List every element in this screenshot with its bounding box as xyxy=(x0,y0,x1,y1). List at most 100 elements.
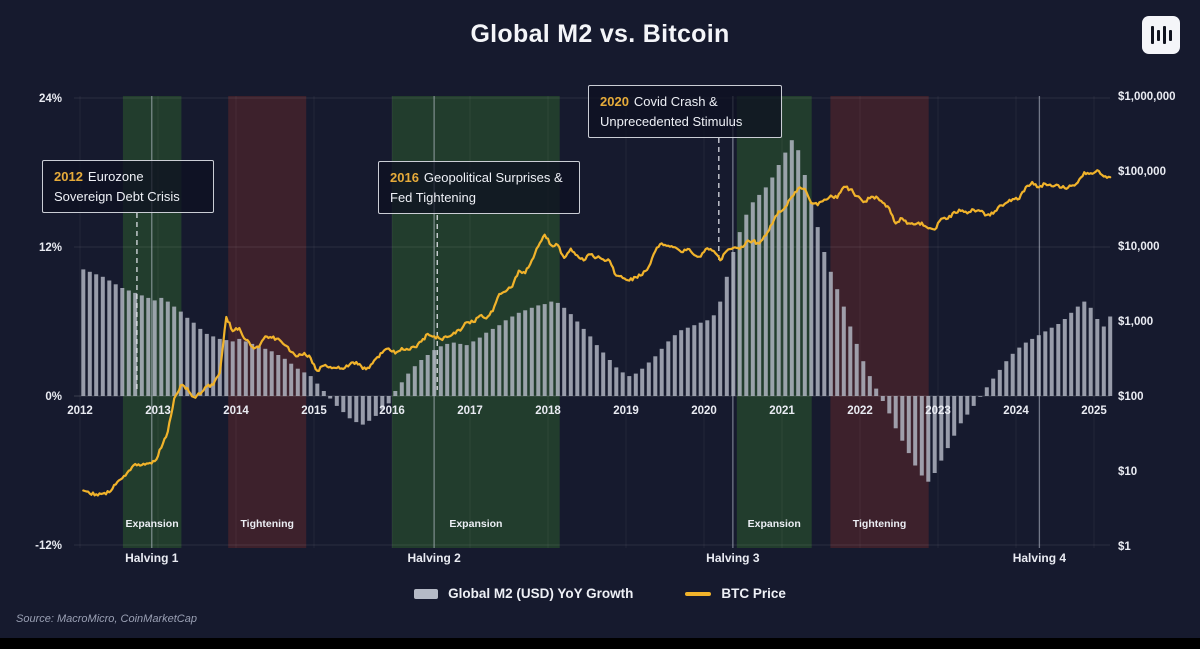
m2-bar xyxy=(620,372,625,396)
left-axis-tick: 0% xyxy=(45,391,62,403)
m2-bar xyxy=(263,348,268,396)
m2-bar xyxy=(874,388,879,396)
m2-bar xyxy=(770,177,775,396)
m2-bar xyxy=(1043,331,1048,396)
m2-bar xyxy=(256,346,261,396)
chart-legend: Global M2 (USD) YoY Growth BTC Price xyxy=(0,586,1200,601)
m2-bar xyxy=(152,300,157,396)
btc-line-swatch xyxy=(685,591,712,596)
x-axis-tick: 2017 xyxy=(457,405,483,417)
m2-bar xyxy=(900,396,905,441)
m2-bar xyxy=(386,396,391,404)
m2-bar xyxy=(113,284,118,397)
m2-bar xyxy=(191,322,196,396)
m2-bar xyxy=(867,376,872,396)
m2-bar xyxy=(1017,347,1022,396)
m2-bar xyxy=(237,338,242,396)
zone-label: Expansion xyxy=(748,518,801,530)
bottom-letterbox-bar xyxy=(0,638,1200,649)
legend-item-m2: Global M2 (USD) YoY Growth xyxy=(414,586,633,601)
m2-bar xyxy=(1030,338,1035,396)
m2-bar xyxy=(269,351,274,396)
m2-bar xyxy=(159,297,164,396)
right-axis-tick: $100 xyxy=(1118,391,1144,403)
m2-bar xyxy=(120,288,125,396)
m2-bar xyxy=(412,366,417,396)
m2-bar xyxy=(432,350,437,396)
x-axis-tick: 2020 xyxy=(691,405,717,417)
x-axis-tick: 2015 xyxy=(301,405,327,417)
m2-bar xyxy=(744,214,749,396)
annotation-2020-covid-stimulus: 2020 Covid Crash & Unprecedented Stimulus xyxy=(588,85,782,138)
m2-bar xyxy=(763,187,768,396)
x-axis-tick: 2022 xyxy=(847,405,873,417)
m2-bar xyxy=(516,312,521,396)
m2-bar xyxy=(783,152,788,396)
m2-bar xyxy=(1049,327,1054,396)
m2-bar xyxy=(126,290,131,396)
m2-bar xyxy=(315,383,320,396)
legend-item-btc: BTC Price xyxy=(685,586,786,601)
m2-bar xyxy=(185,317,190,396)
m2-bar xyxy=(146,297,151,396)
right-axis-tick: $1 xyxy=(1118,541,1131,553)
m2-bar xyxy=(633,373,638,396)
m2-bar xyxy=(809,202,814,396)
m2-bar xyxy=(282,358,287,397)
x-axis-tick: 2016 xyxy=(379,405,405,417)
m2-bar xyxy=(354,396,359,423)
x-axis-tick: 2013 xyxy=(145,405,171,417)
m2-bar xyxy=(471,341,476,396)
m2-bar xyxy=(302,372,307,396)
m2-bar xyxy=(594,345,599,396)
m2-bar xyxy=(952,396,957,436)
annotation-text: Eurozone Sovereign Debt Crisis xyxy=(54,169,180,204)
m2-bar xyxy=(295,368,300,396)
zone-label: Expansion xyxy=(126,518,179,530)
m2-bar xyxy=(646,362,651,396)
right-axis-tick: $1,000 xyxy=(1118,316,1153,328)
m2-bar xyxy=(406,373,411,396)
halving-label: Halving 1 xyxy=(125,551,179,565)
halving-label: Halving 2 xyxy=(407,551,461,565)
left-axis-tick: 12% xyxy=(39,242,62,254)
m2-bar xyxy=(1095,319,1100,396)
m2-bar xyxy=(1036,335,1041,396)
m2-bar xyxy=(510,316,515,396)
m2-bar xyxy=(575,321,580,396)
zone-label: Expansion xyxy=(449,518,502,530)
m2-bar xyxy=(477,337,482,396)
annotation-2012-eurozone-crisis: 2012 Eurozone Sovereign Debt Crisis xyxy=(42,160,214,213)
m2-bar xyxy=(692,325,697,396)
m2-bar xyxy=(776,165,781,396)
halving-label: Halving 3 xyxy=(706,551,760,565)
m2-bar xyxy=(861,361,866,396)
m2-bar xyxy=(308,376,313,396)
m2-bar xyxy=(737,232,742,396)
m2-bar xyxy=(822,252,827,396)
annotation-text: Covid Crash & Unprecedented Stimulus xyxy=(600,94,743,129)
m2-bar xyxy=(360,396,365,425)
zone-label: Tightening xyxy=(240,518,293,530)
m2-bar xyxy=(451,342,456,396)
m2-bar xyxy=(815,227,820,396)
tightening-zone xyxy=(830,96,929,548)
m2-bar xyxy=(464,345,469,396)
source-credit: Source: MacroMicro, CoinMarketCap xyxy=(16,613,197,625)
m2-bar xyxy=(731,252,736,396)
m2-bar xyxy=(1082,301,1087,396)
m2-bar xyxy=(685,327,690,396)
right-axis-tick: $100,000 xyxy=(1118,166,1166,178)
left-axis-tick: 24% xyxy=(39,93,62,105)
m2-bar xyxy=(971,396,976,406)
m2-bar xyxy=(81,269,86,396)
m2-bar xyxy=(438,346,443,396)
m2-bar xyxy=(139,295,144,396)
m2-bar xyxy=(887,396,892,414)
m2-bar xyxy=(939,396,944,461)
m2-bar xyxy=(211,336,216,396)
m2-bar xyxy=(607,360,612,396)
m2-bar xyxy=(919,396,924,476)
halving-label: Halving 4 xyxy=(1013,551,1067,565)
